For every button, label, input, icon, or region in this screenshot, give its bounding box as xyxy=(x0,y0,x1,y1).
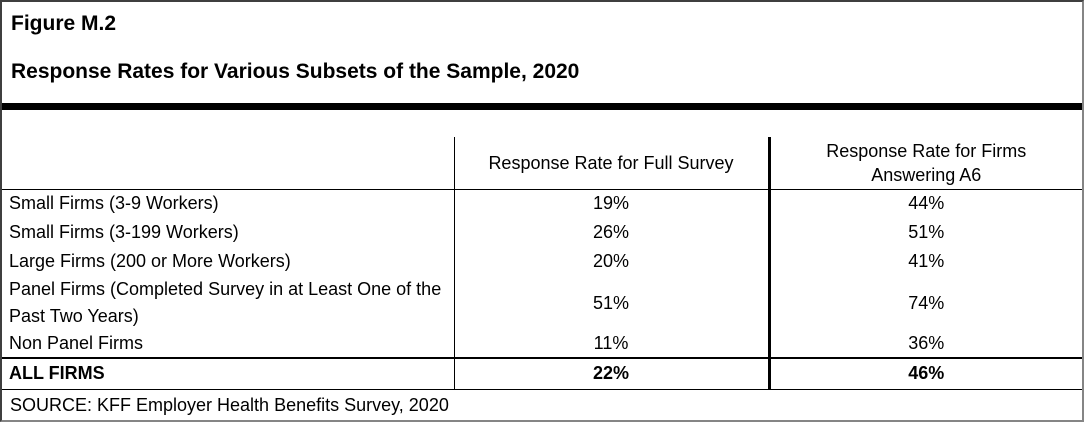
total-value-answering-a6: 46% xyxy=(767,357,1082,390)
row-value-answering-a6: 36% xyxy=(767,330,1082,358)
row-label: Panel Firms (Completed Survey in at Leas… xyxy=(9,279,442,326)
table-header-row: Response Rate for Full Survey Response R… xyxy=(2,137,1082,190)
total-value-full-survey: 22% xyxy=(453,357,769,390)
title-divider-rule xyxy=(2,103,1082,110)
row-value-answering-a6: 74% xyxy=(767,276,1082,330)
table-row-panel-firms: Panel Firms (Completed Survey in at Leas… xyxy=(2,276,1082,330)
row-value-answering-a6: 44% xyxy=(767,189,1082,218)
row-value-answering-a6: 51% xyxy=(767,218,1082,247)
header-full-survey-label: Response Rate for Full Survey xyxy=(488,152,734,173)
row-value-full-survey: 26% xyxy=(453,218,769,247)
header-cell-answering-a6: Response Rate for Firms Answering A6 xyxy=(767,137,1082,190)
source-note: SOURCE: KFF Employer Health Benefits Sur… xyxy=(10,394,449,415)
header-answering-a6-label: Response Rate for Firms Answering A6 xyxy=(826,140,1027,185)
row-value-full-survey: 20% xyxy=(453,247,769,276)
figure-header: Figure M.2 Response Rates for Various Su… xyxy=(2,2,1082,103)
total-row-label: ALL FIRMS xyxy=(2,357,454,390)
table-row-large-firms: Large Firms (200 or More Workers) 20% 41… xyxy=(2,247,1082,276)
row-label: Large Firms (200 or More Workers) xyxy=(9,251,291,271)
table-row-non-panel-firms: Non Panel Firms 11% 36% xyxy=(2,330,1082,358)
figure-label: Figure M.2 xyxy=(11,12,117,35)
row-label: Small Firms (3-9 Workers) xyxy=(9,193,219,214)
row-value-full-survey: 19% xyxy=(453,189,769,218)
response-rates-table: Response Rate for Full Survey Response R… xyxy=(2,137,1082,390)
header-cell-empty xyxy=(2,137,454,190)
row-label: Small Firms (3-199 Workers) xyxy=(9,222,239,242)
row-value-answering-a6: 41% xyxy=(767,247,1082,276)
row-value-full-survey: 11% xyxy=(453,330,769,358)
row-label: Non Panel Firms xyxy=(9,333,144,353)
header-cell-full-survey: Response Rate for Full Survey xyxy=(453,137,769,190)
row-value-full-survey: 51% xyxy=(453,276,769,330)
table-row-small-firms-3-199: Small Firms (3-199 Workers) 26% 51% xyxy=(2,218,1082,247)
table-row-all-firms-total: ALL FIRMS 22% 46% xyxy=(2,357,1082,390)
table-row-small-firms-3-9: Small Firms (3-9 Workers) 19% 44% xyxy=(2,189,1082,218)
figure-title: Response Rates for Various Subsets of th… xyxy=(11,60,580,83)
